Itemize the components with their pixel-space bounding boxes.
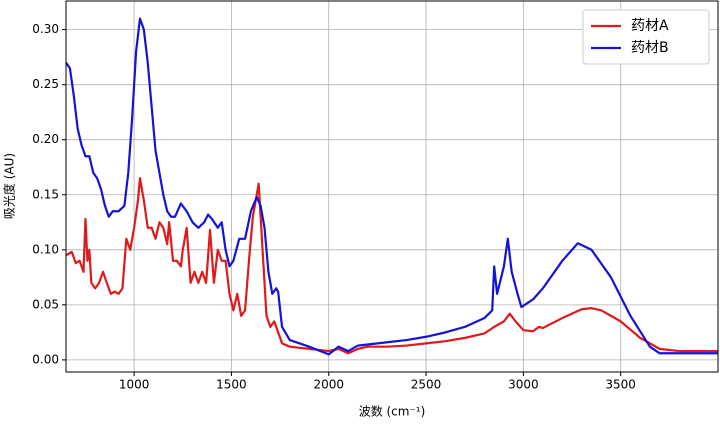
y-tick-label: 0.10 bbox=[32, 242, 59, 256]
x-tick-label: 2500 bbox=[411, 378, 442, 392]
y-tick-label: 0.00 bbox=[32, 352, 59, 366]
x-tick-label: 3500 bbox=[605, 378, 636, 392]
series-line bbox=[66, 17, 718, 356]
legend-label: 药材A bbox=[631, 18, 669, 34]
y-tick-label: 0.05 bbox=[32, 297, 59, 311]
series-line bbox=[66, 177, 718, 355]
y-tick-label: 0.20 bbox=[32, 132, 59, 146]
y-tick-label: 0.25 bbox=[32, 77, 59, 91]
x-tick-label: 1500 bbox=[216, 378, 247, 392]
y-tick-label: 0.30 bbox=[32, 22, 59, 36]
x-tick-label: 3000 bbox=[508, 378, 539, 392]
x-tick-label: 1000 bbox=[119, 378, 150, 392]
legend-label: 药材B bbox=[631, 40, 669, 56]
plot-frame bbox=[65, 0, 719, 373]
y-axis-label: 吸光度 (AU) bbox=[2, 153, 17, 219]
x-axis-label: 波数 (cm⁻¹) bbox=[359, 404, 426, 419]
legend-box bbox=[582, 9, 710, 65]
x-tick-label: 2000 bbox=[313, 378, 344, 392]
y-tick-label: 0.15 bbox=[32, 187, 59, 201]
